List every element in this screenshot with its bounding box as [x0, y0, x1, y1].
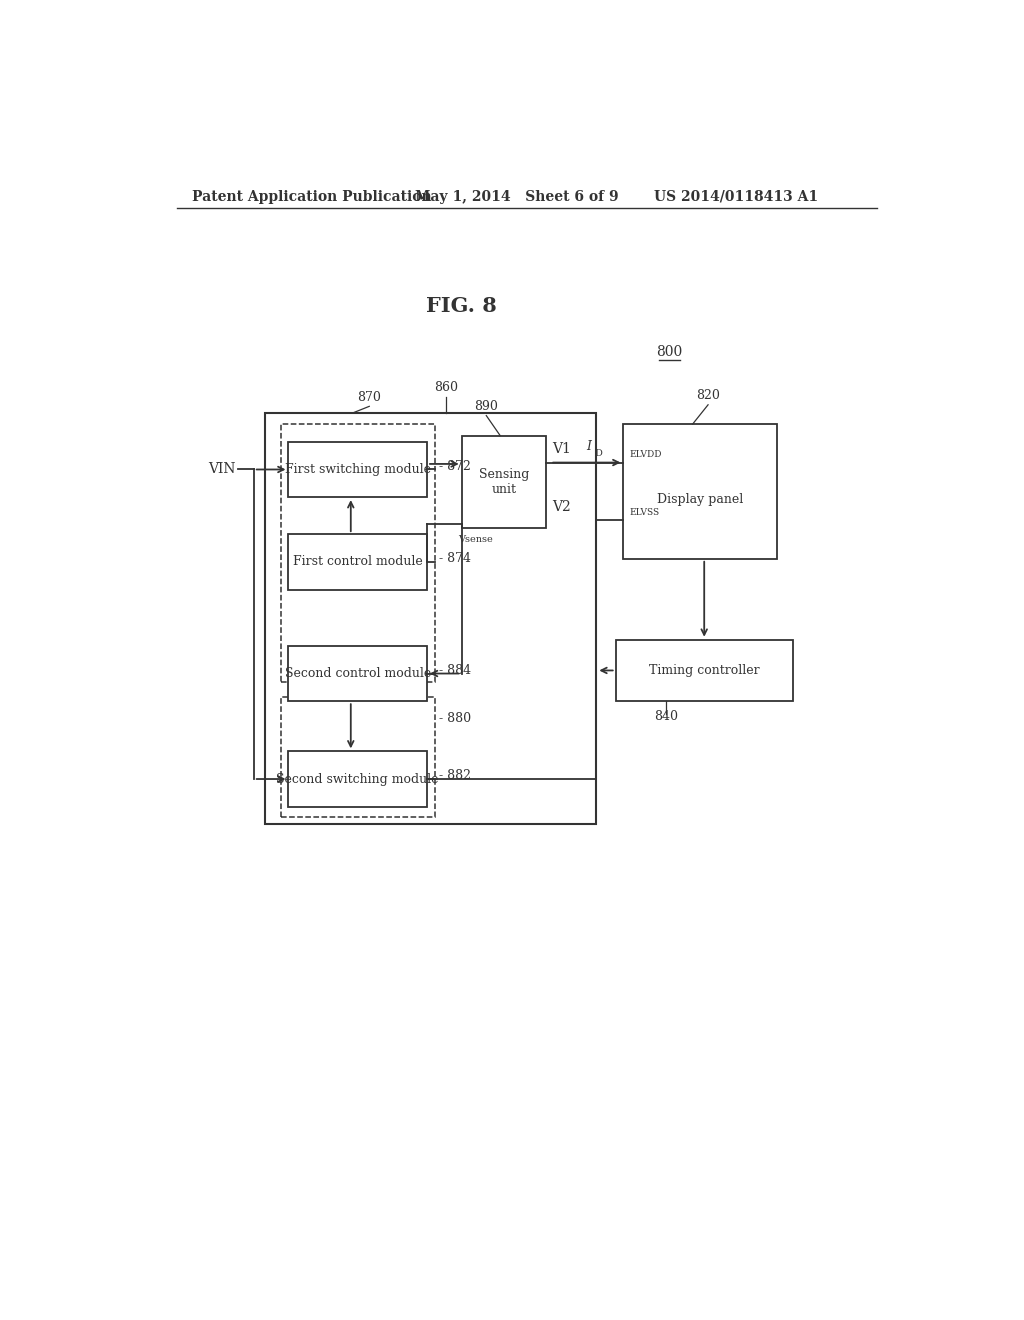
Bar — [281, 424, 435, 682]
Text: Vsense: Vsense — [458, 535, 493, 544]
Text: 860: 860 — [434, 381, 459, 393]
Text: May 1, 2014   Sheet 6 of 9: May 1, 2014 Sheet 6 of 9 — [416, 190, 620, 203]
Bar — [289, 535, 427, 590]
Bar — [462, 436, 547, 528]
Text: 800: 800 — [656, 345, 683, 359]
Text: US 2014/0118413 A1: US 2014/0118413 A1 — [654, 190, 818, 203]
Text: First switching module: First switching module — [285, 463, 431, 477]
Bar — [289, 645, 427, 701]
Bar — [281, 697, 435, 817]
Text: Second switching module: Second switching module — [276, 772, 439, 785]
Text: Patent Application Publication: Patent Application Publication — [193, 190, 432, 203]
Text: ELVSS: ELVSS — [630, 508, 659, 517]
Text: ELVDD: ELVDD — [630, 450, 663, 459]
Text: FIG. 8: FIG. 8 — [426, 297, 497, 317]
Text: Second control module: Second control module — [285, 667, 431, 680]
Text: V2: V2 — [553, 500, 571, 515]
Bar — [289, 751, 427, 807]
Bar — [615, 640, 793, 701]
Text: Timing controller: Timing controller — [649, 664, 760, 677]
Text: Sensing
unit: Sensing unit — [479, 467, 529, 496]
Text: - 882: - 882 — [438, 770, 471, 783]
Text: - 872: - 872 — [438, 459, 470, 473]
Text: 890: 890 — [474, 400, 499, 413]
Text: Display panel: Display panel — [657, 492, 743, 506]
Text: - 880: - 880 — [438, 711, 471, 725]
Text: 870: 870 — [357, 391, 381, 404]
Text: V1: V1 — [553, 442, 571, 457]
Text: 840: 840 — [653, 710, 678, 723]
Text: D: D — [595, 449, 603, 458]
Bar — [624, 424, 777, 558]
Text: First control module: First control module — [293, 556, 423, 569]
Text: I: I — [587, 441, 592, 453]
Text: - 874: - 874 — [438, 552, 471, 565]
Bar — [265, 413, 596, 825]
Text: 820: 820 — [696, 388, 720, 401]
Bar — [289, 442, 427, 498]
Text: - 884: - 884 — [438, 664, 471, 677]
Text: VIN: VIN — [208, 462, 236, 477]
